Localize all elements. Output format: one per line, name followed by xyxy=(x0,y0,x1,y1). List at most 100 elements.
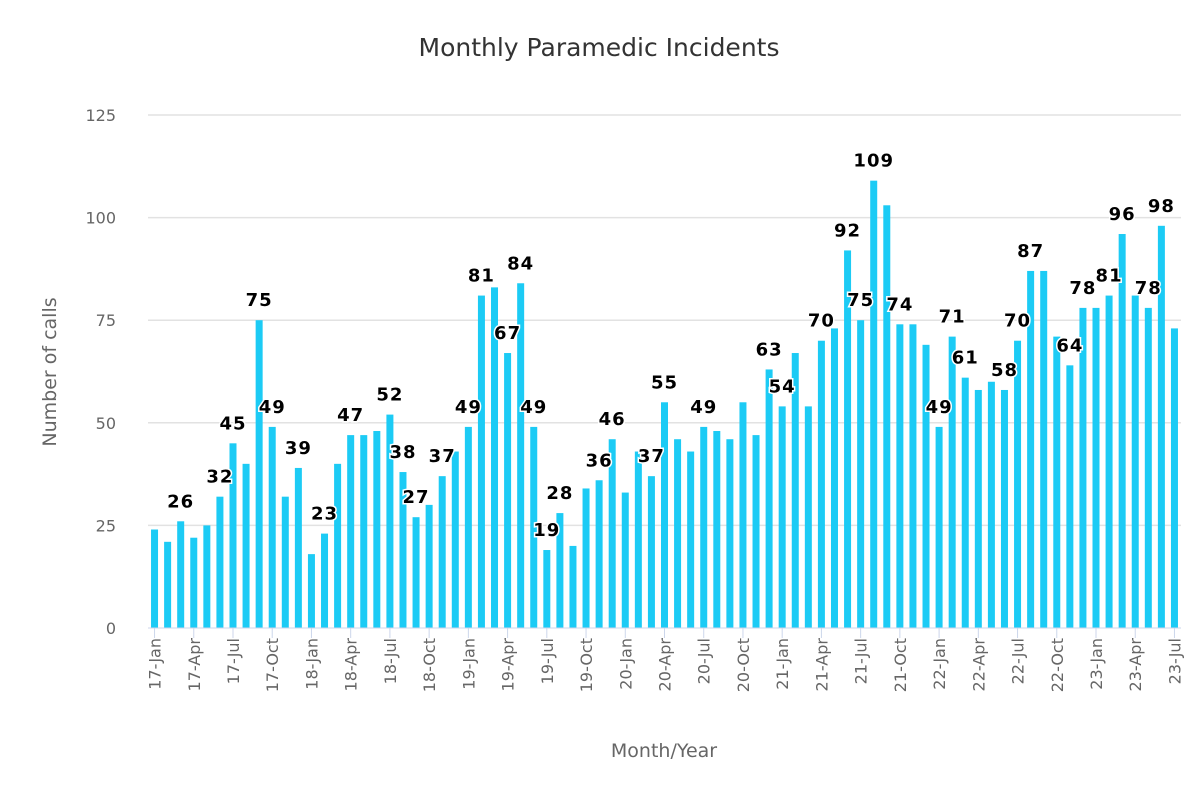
bar xyxy=(360,435,368,628)
bar xyxy=(399,472,407,628)
bar xyxy=(909,324,917,628)
bar xyxy=(595,480,603,628)
data-label: 64 xyxy=(1056,335,1083,356)
data-label: 81 xyxy=(468,266,495,287)
x-tick-label: 17-Apr xyxy=(185,638,204,692)
data-label: 109 xyxy=(853,151,894,172)
data-label: 49 xyxy=(520,397,547,418)
bar xyxy=(229,443,237,628)
bar xyxy=(844,250,852,628)
y-tick-label: 25 xyxy=(96,516,116,535)
bar xyxy=(634,451,642,628)
x-tick-label: 18-Apr xyxy=(342,638,361,692)
bar xyxy=(1040,270,1048,628)
bar xyxy=(1092,307,1100,628)
x-tick-label: 21-Jul xyxy=(852,638,871,684)
bar xyxy=(451,451,459,628)
bar xyxy=(687,451,695,628)
bar xyxy=(203,525,211,628)
data-label: 70 xyxy=(1004,311,1031,332)
data-label: 37 xyxy=(638,446,665,467)
bar xyxy=(1170,328,1178,628)
bar xyxy=(255,320,263,628)
data-label: 52 xyxy=(376,385,403,406)
bar xyxy=(177,521,185,628)
y-axis-ticks: 0 25 50 75 100 125 xyxy=(85,106,116,638)
bar xyxy=(726,439,734,628)
bar xyxy=(1118,234,1126,629)
data-label: 78 xyxy=(1069,278,1096,299)
y-tick-label: 75 xyxy=(96,311,116,330)
x-tick-label: 18-Oct xyxy=(420,638,439,692)
bar xyxy=(268,426,276,628)
data-label: 19 xyxy=(533,520,560,541)
data-label: 49 xyxy=(926,397,953,418)
x-tick-label: 17-Jan xyxy=(146,638,165,690)
bar xyxy=(425,504,433,628)
bar xyxy=(1144,307,1152,628)
data-label: 49 xyxy=(455,397,482,418)
data-label: 47 xyxy=(337,405,364,426)
bar xyxy=(569,545,577,628)
data-label: 38 xyxy=(389,442,416,463)
data-label: 96 xyxy=(1109,204,1136,225)
bar xyxy=(647,476,655,628)
bar xyxy=(216,496,224,628)
bar xyxy=(830,328,838,628)
bar xyxy=(817,340,825,628)
bar xyxy=(1027,270,1035,628)
x-tick-label: 21-Oct xyxy=(891,638,910,692)
bar xyxy=(543,550,551,628)
bar xyxy=(242,463,250,628)
data-labels: 26 32 45 75 49 39 23 47 52 38 27 37 49 81 67 84 49 19 28 36… xyxy=(166,149,1176,542)
x-tick-label: 23-Jul xyxy=(1165,638,1184,684)
x-tick-label: 22-Jul xyxy=(1009,638,1028,684)
x-tick-label: 19-Jan xyxy=(459,638,478,690)
bar xyxy=(674,439,682,628)
bar xyxy=(386,414,394,628)
bar xyxy=(347,435,355,628)
bar xyxy=(294,467,302,628)
bar xyxy=(477,295,485,628)
bar xyxy=(608,439,616,628)
bar xyxy=(556,513,564,628)
x-tick-label: 22-Oct xyxy=(1048,638,1067,692)
y-tick-label: 125 xyxy=(85,106,116,125)
bar xyxy=(857,320,865,628)
y-tick-label: 100 xyxy=(85,209,116,228)
y-tick-label: 50 xyxy=(96,414,116,433)
data-label: 61 xyxy=(952,348,979,369)
x-tick-label: 18-Jul xyxy=(381,638,400,684)
data-label: 98 xyxy=(1148,196,1175,217)
x-tick-label: 22-Apr xyxy=(969,638,988,692)
bar xyxy=(1131,295,1139,628)
bar xyxy=(321,533,329,628)
bar xyxy=(896,324,904,628)
bar xyxy=(791,353,799,628)
bar xyxy=(961,377,969,628)
bar xyxy=(870,180,878,628)
x-tick-label: 17-Jul xyxy=(224,638,243,684)
data-label: 75 xyxy=(246,290,273,311)
bar xyxy=(1105,295,1113,628)
data-label: 58 xyxy=(991,360,1018,381)
data-label: 49 xyxy=(259,397,286,418)
bar xyxy=(752,435,760,628)
bar xyxy=(948,336,956,628)
bar xyxy=(700,426,708,628)
bar xyxy=(151,529,159,628)
bar xyxy=(504,353,512,628)
data-label: 63 xyxy=(756,339,783,360)
bar xyxy=(438,476,446,628)
data-label: 28 xyxy=(546,483,573,504)
x-tick-label: 18-Jan xyxy=(302,638,321,690)
x-tick-label: 19-Apr xyxy=(499,638,518,692)
bar xyxy=(739,402,747,628)
data-label: 81 xyxy=(1096,266,1123,287)
y-tick-label: 0 xyxy=(106,619,116,638)
chart-title: Monthly Paramedic Incidents xyxy=(419,33,780,62)
bar xyxy=(373,431,381,628)
data-label: 26 xyxy=(167,491,194,512)
x-tick-label: 20-Apr xyxy=(656,638,675,692)
